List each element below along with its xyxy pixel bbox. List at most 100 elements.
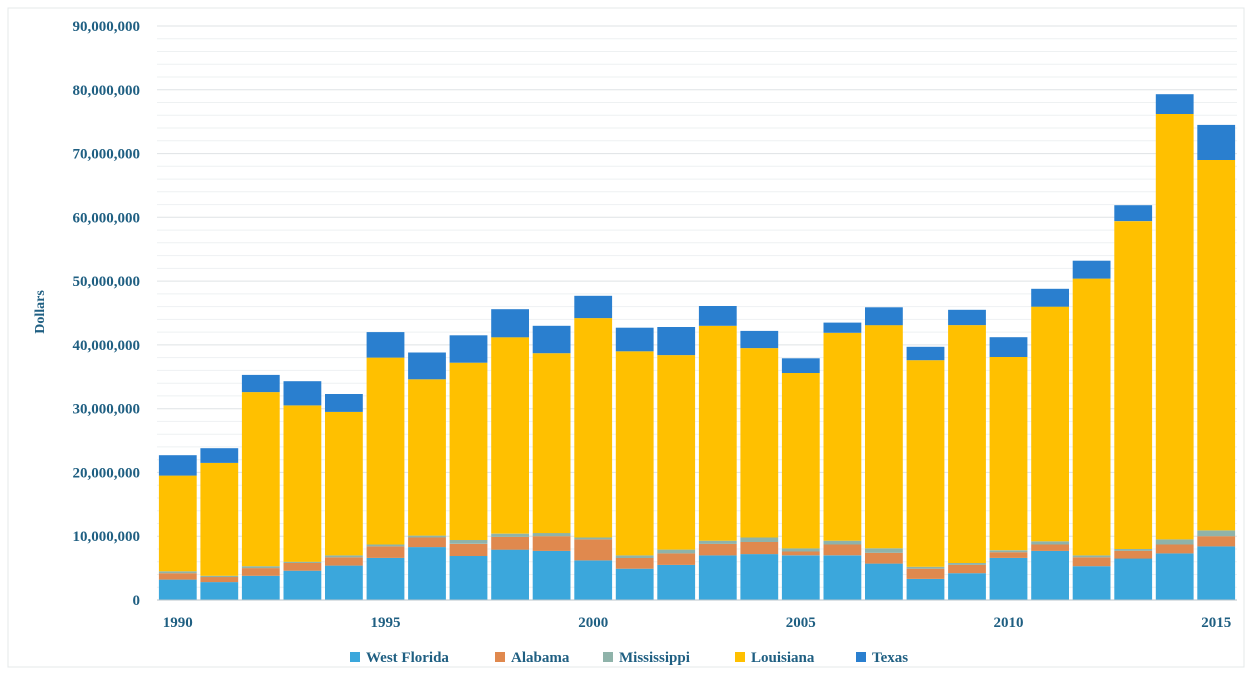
legend-label: Mississippi [619,650,690,666]
legend-item-texas: Texas [856,650,908,666]
bar-segment-mississippi-2014 [1155,539,1194,545]
x-tick-label: 2015 [1201,615,1231,631]
legend-label: Texas [872,650,908,666]
bar-segment-alabama-2012 [1072,557,1111,567]
bar-segment-texas-2005 [781,358,820,373]
bar-segment-alabama-2014 [1155,544,1194,554]
bar-segment-west-florida-1996 [408,547,446,600]
bar-segment-mississippi-2008 [906,566,945,569]
bar-segment-mississippi-1999 [532,533,571,537]
bar-segment-louisiana-2012 [1072,278,1111,556]
bar-segment-mississippi-2004 [740,537,779,542]
bar-segment-mississippi-1992 [241,566,280,569]
bar-segment-mississippi-2012 [1072,555,1111,558]
y-tick-label: 20,000,000 [73,465,141,481]
bar-segment-alabama-1999 [532,536,571,551]
bar-segment-alabama-2005 [781,551,820,556]
bar-segment-west-florida-2004 [740,554,779,600]
bar-segment-alabama-1997 [449,543,488,556]
legend-swatch [350,652,360,662]
bar-segment-west-florida-2012 [1072,566,1111,600]
bar-segment-west-florida-2014 [1155,553,1194,600]
bar-segment-west-florida-2002 [657,564,696,600]
bar-segment-louisiana-2013 [1114,221,1153,549]
bar-segment-alabama-1994 [325,557,363,566]
bar-segment-texas-1990 [158,455,197,476]
bar-segment-texas-1995 [366,332,405,358]
bar-segment-mississippi-2003 [698,540,737,544]
bar-segment-mississippi-1990 [158,571,197,574]
bar-segment-louisiana-1999 [532,353,571,534]
bar-segment-west-florida-2000 [574,560,613,600]
bar-segment-mississippi-2002 [657,549,696,554]
y-tick-label: 90,000,000 [73,19,141,35]
bar-segment-west-florida-1999 [532,550,571,600]
bar-segment-mississippi-2005 [781,548,820,552]
bar-segment-mississippi-1995 [366,544,405,547]
bar-segment-alabama-1990 [158,573,197,580]
bar-segment-alabama-2007 [865,552,903,564]
bar-segment-mississippi-2010 [989,550,1028,553]
bars-group [158,94,1236,600]
legend-item-alabama: Alabama [495,650,570,666]
bar-segment-louisiana-2000 [574,318,613,538]
bar-segment-texas-2010 [989,337,1028,357]
bar-segment-louisiana-1994 [325,411,363,556]
bar-segment-texas-2008 [906,346,945,361]
y-tick-label: 0 [133,593,141,609]
bar-segment-mississippi-2006 [823,540,862,545]
y-tick-labels: 0 10,000,000 20,000,000 30,000,000 40,000,00… [73,19,141,609]
bar-segment-texas-2015 [1197,124,1236,160]
bar-segment-mississippi-1996 [408,535,446,538]
bar-segment-texas-2004 [740,330,779,349]
bar-segment-louisiana-1995 [366,357,405,545]
bar-segment-texas-2002 [657,327,696,356]
legend-label: West Florida [366,650,449,666]
x-tick-label: 2000 [578,615,608,631]
y-tick-label: 50,000,000 [73,274,141,290]
legend-swatch [856,652,866,662]
bar-segment-louisiana-2008 [906,360,945,567]
x-tick-label: 2005 [786,615,816,631]
bar-segment-texas-1994 [325,394,363,412]
bar-segment-louisiana-1998 [491,337,529,534]
bar-segment-west-florida-1992 [241,575,280,600]
x-tick-label: 1990 [163,615,193,631]
bar-segment-alabama-2001 [615,557,654,569]
legend: West Florida Alabama Mississippi Louisiana T… [350,650,908,666]
bar-segment-alabama-2010 [989,552,1028,558]
bar-segment-texas-2000 [574,295,613,319]
bar-segment-louisiana-2010 [989,357,1028,551]
y-tick-label: 70,000,000 [73,147,141,163]
bar-segment-alabama-2009 [948,564,986,574]
y-axis-label: Dollars [33,290,48,334]
bar-segment-west-florida-2010 [989,557,1028,600]
y-tick-label: 30,000,000 [73,402,141,418]
bar-segment-louisiana-2014 [1155,114,1194,540]
bar-segment-texas-1992 [241,374,280,393]
bar-segment-texas-2007 [865,307,903,326]
bar-segment-texas-1998 [491,309,529,338]
bar-segment-alabama-1993 [283,563,322,571]
legend-label: Alabama [511,650,570,666]
bar-segment-mississippi-2000 [574,537,613,540]
bar-segment-texas-2003 [698,306,737,326]
bar-segment-mississippi-2007 [865,548,903,553]
x-tick-label: 2010 [994,615,1024,631]
bar-segment-alabama-1998 [491,536,529,550]
bar-segment-louisiana-2005 [781,373,820,549]
legend-swatch [603,652,613,662]
bar-segment-texas-1999 [532,325,571,354]
bar-segment-west-florida-2006 [823,555,862,600]
bar-segment-mississippi-1994 [325,555,363,558]
bar-segment-west-florida-1994 [325,565,363,600]
bar-segment-mississippi-2013 [1114,549,1153,551]
x-tick-label: 1995 [371,615,401,631]
bar-segment-louisiana-1997 [449,362,488,540]
bar-segment-mississippi-2001 [615,555,654,558]
bar-segment-west-florida-2015 [1197,546,1236,600]
legend-label: Louisiana [751,650,815,666]
bar-segment-louisiana-1992 [241,392,280,567]
